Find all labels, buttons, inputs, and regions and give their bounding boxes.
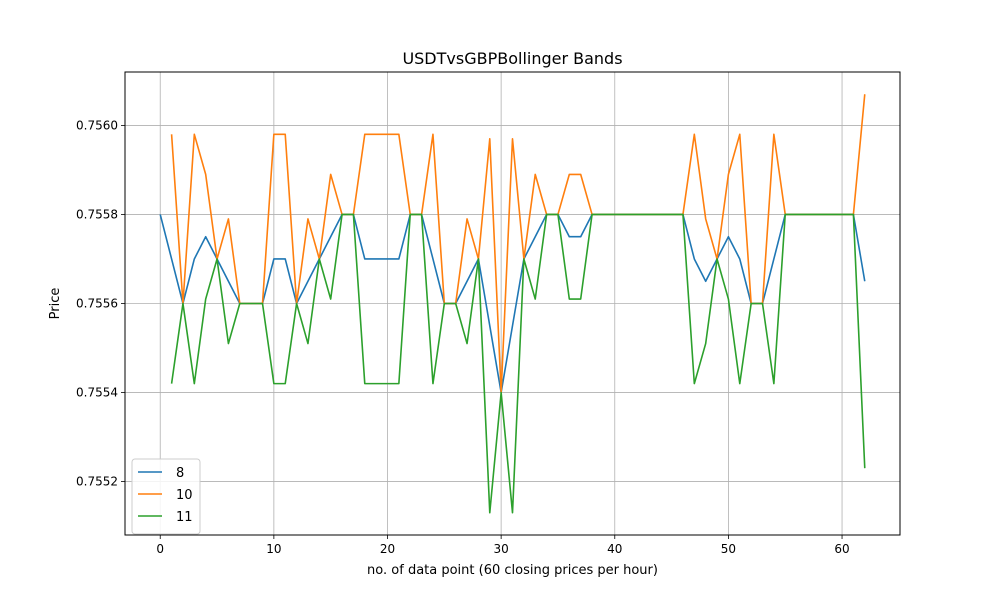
axis-ticks: 0 10 20 30 40 50 60 0.7552 0.7554 0.7556 0.7558 0.7… [76, 118, 850, 556]
y-tick-label: 0.7552 [76, 475, 118, 489]
y-tick-label: 0.7554 [76, 386, 118, 400]
legend-label-8: 8 [176, 466, 184, 481]
x-tick-label: 10 [266, 542, 281, 556]
y-tick-label: 0.7556 [76, 297, 118, 311]
chart-title: USDTvsGBPBollinger Bands [402, 49, 622, 68]
x-tick-label: 0 [156, 542, 164, 556]
x-tick-label: 20 [380, 542, 395, 556]
x-tick-label: 50 [721, 542, 736, 556]
legend: 8 10 11 [131, 458, 201, 535]
series-line-8 [159, 213, 866, 394]
x-tick-label: 40 [607, 542, 622, 556]
legend-label-10: 10 [176, 488, 193, 503]
series-line-10 [170, 94, 866, 394]
x-axis-label: no. of data point (60 closing prices per… [367, 563, 658, 578]
series-lines [159, 94, 866, 514]
grid-lines [125, 72, 900, 535]
x-tick-label: 30 [493, 542, 508, 556]
y-axis-label: Price [48, 288, 63, 320]
x-tick-label: 60 [834, 542, 849, 556]
y-tick-label: 0.7558 [76, 207, 118, 221]
y-tick-label: 0.7560 [76, 118, 118, 132]
series-line-11 [170, 213, 866, 514]
legend-label-11: 11 [176, 510, 193, 525]
